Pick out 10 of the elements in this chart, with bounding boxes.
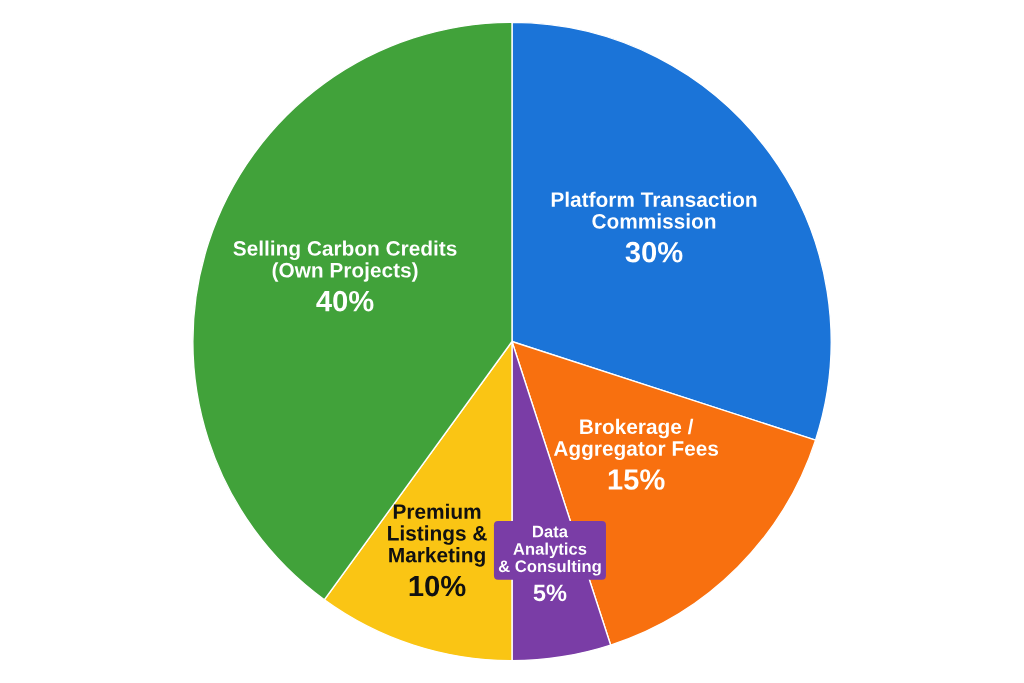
data-label: 10% [409,575,466,597]
slice-label: Data Analytics & Consulting [498,525,601,576]
slice-label: Premium Listings & Marketing [388,503,487,567]
data-label: 15% [608,469,665,490]
slice-label: Selling Carbon Credits (Own Projects) [233,240,457,282]
slice-label: Brokerage / Aggregator Fees [553,418,719,461]
data-label: 40% [316,290,374,312]
data-label: 30% [625,241,683,263]
data-label: 5% [533,584,567,602]
slice-label: Platform Transaction Commission [551,191,757,229]
